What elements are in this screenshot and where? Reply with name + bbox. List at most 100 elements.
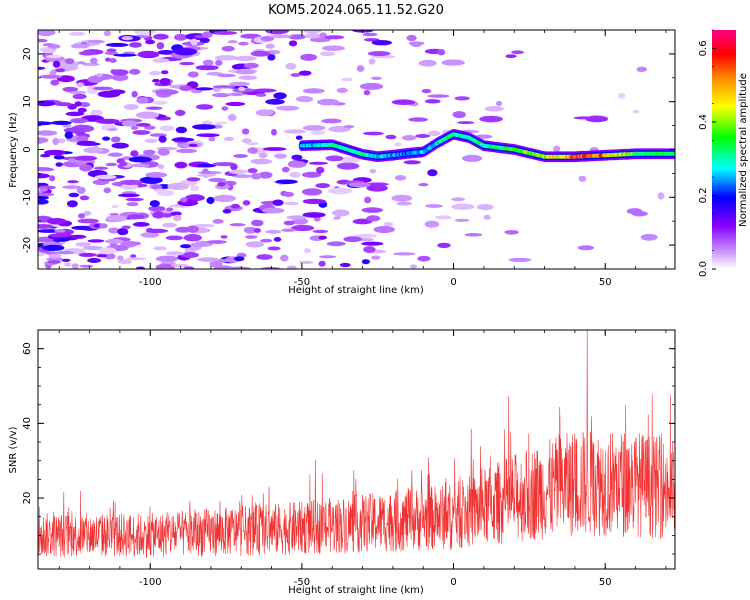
- spectral-blob: [227, 114, 237, 121]
- spectral-blob: [208, 136, 216, 142]
- spectral-blob: [265, 30, 289, 35]
- spectral-blob: [333, 216, 342, 220]
- spectral-blob: [617, 92, 626, 99]
- spectral-blob: [39, 47, 47, 52]
- spectral-blob: [435, 215, 452, 220]
- spectral-blob: [65, 111, 85, 117]
- spectral-blob: [152, 211, 165, 219]
- spectral-blob: [95, 118, 120, 124]
- spectral-blob: [275, 179, 298, 185]
- spectral-blob: [247, 168, 258, 174]
- spectral-blob: [64, 131, 74, 139]
- spectral-blob: [461, 154, 483, 162]
- spectral-blob: [44, 149, 66, 156]
- spectral-blob: [79, 264, 94, 268]
- spectral-blob: [321, 45, 345, 51]
- x-tick-label: 50: [599, 277, 612, 288]
- spectral-blob: [48, 253, 62, 259]
- spectral-blob: [79, 102, 91, 108]
- spectral-blob: [50, 79, 60, 86]
- spectral-blob: [291, 218, 309, 225]
- spectral-blob: [288, 40, 298, 47]
- spectral-blob: [121, 36, 134, 41]
- spectral-blob: [104, 51, 119, 55]
- spectral-blob: [38, 192, 55, 197]
- spectral-blob: [452, 111, 466, 119]
- spectral-blob: [193, 223, 215, 228]
- spectral-blob: [119, 179, 143, 185]
- spectral-blob: [247, 147, 258, 154]
- colorbar: 0.0 0.2 0.4 0.6 Normalized spectral amplitu…: [698, 29, 749, 277]
- spectral-blob: [111, 142, 129, 149]
- spectral-blob: [130, 125, 139, 130]
- spectral-blob: [72, 93, 87, 100]
- spectrogram-x-ticks: -100 -50 0 50: [58, 30, 667, 288]
- spectral-blob: [45, 54, 62, 59]
- spectral-blob: [109, 58, 117, 63]
- spectral-blob: [87, 75, 104, 83]
- spectral-blob: [153, 246, 167, 251]
- spectral-blob: [38, 66, 46, 70]
- spectral-blob: [105, 215, 127, 222]
- spectral-blob: [222, 209, 232, 214]
- spectral-blob: [196, 173, 217, 177]
- spectral-blob: [52, 137, 59, 146]
- spectral-blob: [221, 45, 235, 52]
- spectral-blob: [410, 264, 418, 269]
- spectral-blob: [283, 220, 295, 226]
- spectral-blob: [320, 51, 336, 57]
- spectral-blob: [111, 74, 129, 81]
- spectral-blob: [155, 263, 176, 269]
- spectral-blob: [268, 34, 293, 39]
- spectral-blob: [103, 253, 116, 260]
- spectral-blob: [441, 59, 465, 66]
- spectral-blob: [213, 259, 236, 263]
- spectral-blob: [158, 164, 164, 170]
- spectral-blob: [127, 214, 145, 220]
- spectral-blob: [90, 109, 103, 117]
- spectral-blob: [93, 166, 109, 170]
- spectral-blob: [391, 194, 413, 202]
- spectral-blob: [91, 145, 100, 153]
- spectral-blob: [373, 225, 396, 234]
- colorbar-ticks: 0.0 0.2 0.4 0.6: [698, 29, 716, 277]
- spectral-blob: [180, 197, 188, 203]
- spectral-blob: [240, 33, 262, 39]
- spectral-blob: [83, 210, 92, 216]
- spectral-blob: [577, 245, 595, 251]
- x-tick-label: -50: [294, 577, 310, 588]
- spectral-blob: [190, 38, 198, 46]
- spectral-blob: [394, 142, 402, 147]
- spectral-blob: [371, 40, 392, 46]
- spectral-blob: [78, 252, 97, 257]
- spectral-blob: [508, 257, 532, 262]
- spectral-blob: [396, 201, 412, 206]
- spectral-blob: [454, 218, 470, 222]
- spectral-blob: [130, 254, 137, 259]
- spectral-blob: [192, 124, 216, 130]
- spectral-blob: [79, 164, 93, 172]
- spectral-blob: [265, 43, 275, 49]
- spectral-blob: [61, 258, 71, 262]
- spectral-blob: [255, 109, 275, 117]
- spectral-blob: [108, 227, 120, 234]
- spectral-blob: [339, 262, 351, 268]
- spectral-blob: [70, 118, 88, 124]
- spectral-blob: [217, 181, 226, 187]
- spectral-blob: [206, 196, 215, 205]
- spectral-blob: [437, 49, 446, 56]
- spectral-blob: [451, 203, 475, 210]
- spectral-blob: [117, 255, 124, 261]
- spectral-blob: [403, 160, 422, 165]
- snr-panel: -100 -50 0 50 20 40 60 Height of straight lin…: [8, 329, 676, 596]
- spectral-blob: [230, 203, 240, 209]
- spectral-blob: [149, 70, 161, 76]
- spectral-blob: [76, 82, 85, 88]
- spectral-blob: [144, 125, 156, 130]
- spectral-blob: [233, 154, 248, 158]
- spectral-blob: [291, 224, 315, 232]
- spectral-blob: [225, 101, 246, 107]
- spectral-blob: [312, 229, 329, 234]
- spectral-blob: [417, 255, 431, 262]
